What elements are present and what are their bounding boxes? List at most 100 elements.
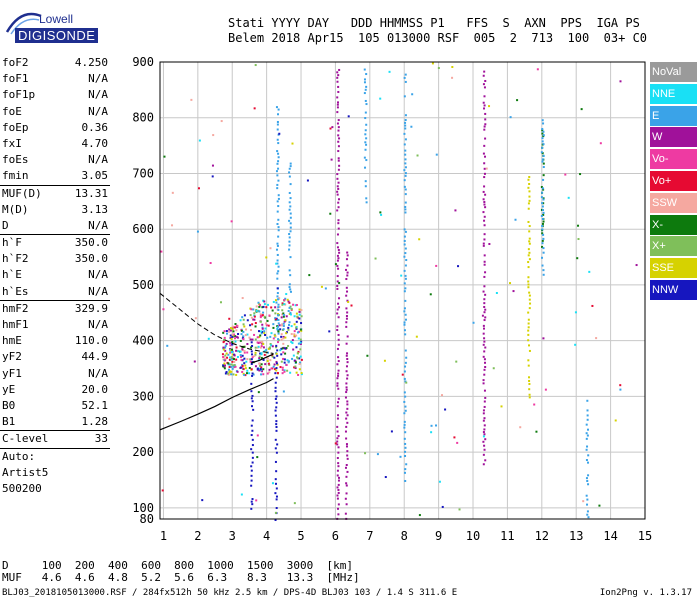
- trace-point: [276, 120, 279, 123]
- echo-point: [295, 371, 298, 374]
- x-tick-label: 8: [401, 529, 408, 543]
- trace-point: [403, 307, 406, 310]
- echo-point: [223, 365, 226, 368]
- trace-point: [344, 466, 347, 469]
- trace-point: [404, 277, 407, 280]
- trace-point: [542, 251, 545, 254]
- trace-point: [346, 299, 349, 302]
- noise-point: [519, 426, 522, 429]
- trace-point: [528, 291, 531, 294]
- echo-point: [234, 323, 237, 326]
- echo-point: [226, 372, 229, 375]
- echo-point: [240, 355, 243, 358]
- echo-point: [268, 363, 271, 366]
- trace-point: [337, 476, 340, 479]
- trace-point: [404, 119, 407, 122]
- param-label: B1: [2, 415, 16, 429]
- noise-point: [492, 367, 495, 370]
- trace-point: [527, 329, 530, 332]
- trace-point: [365, 73, 368, 76]
- trace-point: [542, 174, 545, 177]
- trace-point: [336, 242, 339, 245]
- trace-point: [336, 103, 339, 106]
- echo-point: [259, 313, 262, 316]
- noise-point: [197, 187, 200, 190]
- trace-point: [404, 287, 407, 290]
- echo-point: [279, 349, 282, 352]
- trace-point: [585, 448, 588, 451]
- trace-point: [274, 386, 277, 389]
- echo-point: [259, 315, 262, 318]
- param-value: 13.31: [74, 186, 108, 200]
- trace-point: [586, 414, 589, 417]
- trace-point: [288, 167, 291, 170]
- echo-point: [258, 310, 261, 313]
- param-row: yE 20.0: [0, 382, 110, 398]
- noise-point: [599, 142, 602, 145]
- echo-point: [250, 308, 253, 311]
- echo-point: [234, 340, 237, 343]
- echo-point: [224, 372, 227, 375]
- param-label: foF1p: [2, 88, 36, 102]
- echo-point: [281, 309, 284, 312]
- header-line-1: Stati YYYY DAY DDD HHMMSS P1 FFS S AXN P…: [228, 16, 640, 30]
- trace-point: [405, 259, 408, 262]
- trace-point: [277, 235, 280, 238]
- echo-point: [231, 326, 234, 329]
- trace-point: [275, 344, 278, 347]
- trace-point: [528, 382, 531, 385]
- noise-point: [320, 285, 323, 288]
- trace-point: [289, 226, 292, 229]
- echo-point: [283, 299, 286, 302]
- echo-point: [249, 360, 252, 363]
- trace-point: [587, 461, 590, 464]
- echo-point: [235, 335, 238, 338]
- echo-point: [230, 338, 233, 341]
- trace-point: [483, 167, 486, 170]
- echo-point: [288, 301, 291, 304]
- trace-point: [482, 382, 485, 385]
- echo-point: [282, 335, 285, 338]
- y-tick-label: 900: [132, 55, 154, 69]
- trace-point: [482, 453, 485, 456]
- trace-point: [346, 254, 349, 257]
- trace-point: [586, 409, 589, 412]
- echo-point: [293, 333, 296, 336]
- trace-point: [528, 258, 531, 261]
- echo-point: [284, 352, 287, 355]
- trace-point: [483, 107, 486, 110]
- echo-point: [270, 332, 273, 335]
- noise-point: [275, 262, 278, 265]
- trace-point: [276, 244, 279, 247]
- echo-point: [298, 357, 301, 360]
- trace-point: [364, 117, 367, 120]
- echo-point: [266, 372, 269, 375]
- noise-point: [536, 68, 539, 71]
- trace-point: [250, 434, 253, 437]
- echo-point: [231, 360, 234, 363]
- trace-point: [345, 391, 348, 394]
- echo-point: [224, 358, 227, 361]
- trace-point: [541, 191, 544, 194]
- noise-point: [190, 98, 193, 101]
- echo-point: [294, 361, 297, 364]
- trace-point: [337, 201, 340, 204]
- echo-point: [284, 347, 287, 350]
- echo-point: [243, 314, 246, 317]
- noise-point: [376, 453, 379, 456]
- noise-point: [535, 430, 538, 433]
- trace-point: [483, 298, 486, 301]
- noise-point: [253, 107, 256, 110]
- y-tick-label: 500: [132, 278, 154, 292]
- echo-point: [287, 326, 290, 329]
- noise-point: [430, 431, 433, 434]
- trace-point: [541, 245, 544, 248]
- noise-point: [577, 224, 580, 227]
- trace-point: [483, 275, 486, 278]
- echo-point: [270, 344, 273, 347]
- echo-point: [260, 330, 263, 333]
- param-row: B1 1.28: [0, 414, 110, 432]
- trace-point: [274, 482, 277, 485]
- trace-point: [365, 159, 368, 162]
